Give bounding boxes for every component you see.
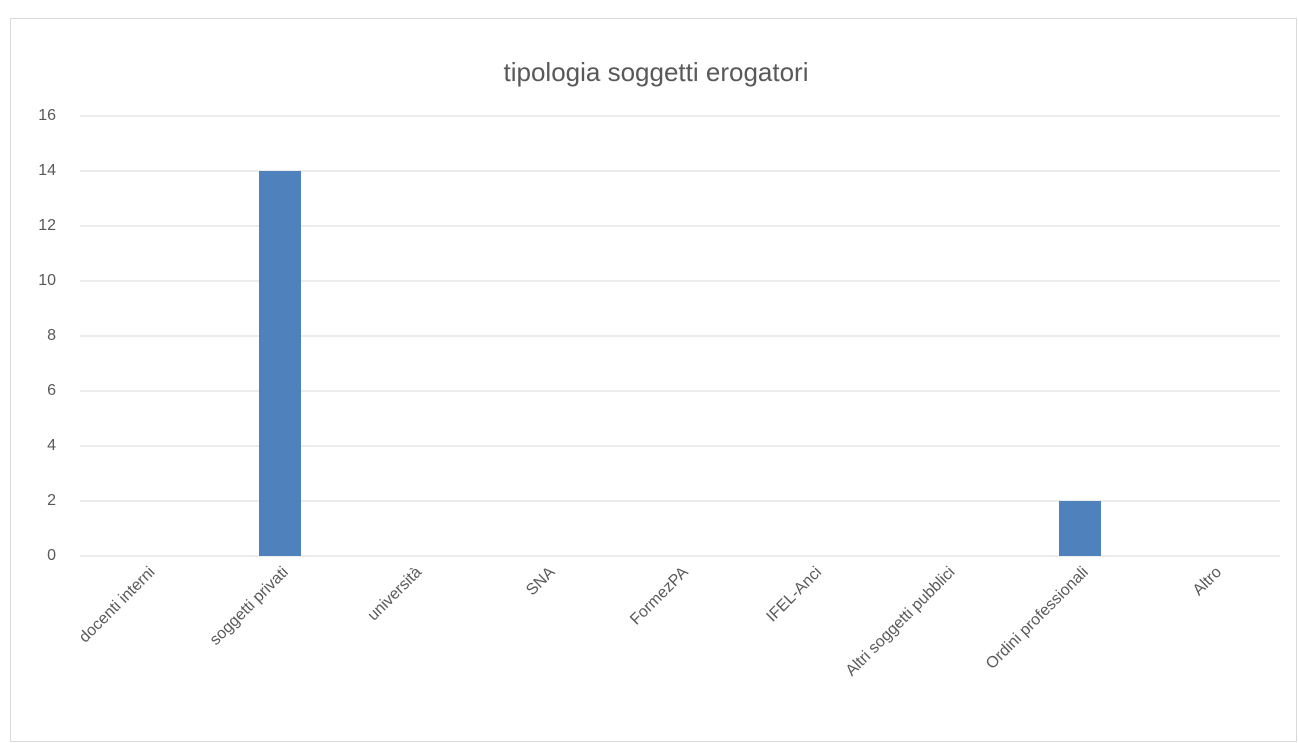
- y-tick-label: 0: [47, 547, 56, 564]
- y-tick-label: 12: [38, 217, 56, 234]
- y-tick-label: 14: [38, 162, 56, 179]
- y-tick-label: 6: [47, 382, 56, 399]
- y-tick-label: 4: [47, 437, 56, 454]
- chart-border: [10, 18, 1297, 742]
- y-tick-label: 8: [47, 327, 56, 344]
- y-tick-label: 16: [38, 107, 56, 124]
- chart-title: tipologia soggetti erogatori: [504, 57, 809, 87]
- bar: [259, 171, 301, 556]
- y-tick-label: 10: [38, 272, 56, 289]
- y-tick-label: 2: [47, 492, 56, 509]
- bar: [1059, 501, 1101, 556]
